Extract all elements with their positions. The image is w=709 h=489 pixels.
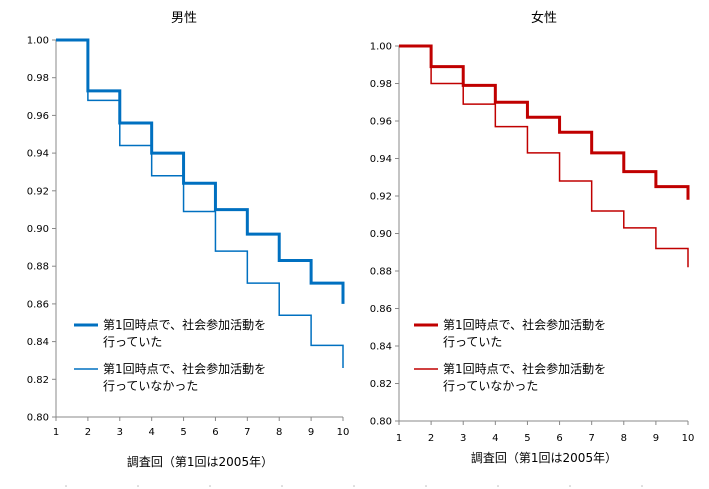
x-tick-label: 5 [524, 433, 530, 444]
x-tick-label: 9 [308, 427, 314, 438]
y-tick-label: 0.94 [370, 154, 392, 165]
footer-dot [641, 485, 643, 487]
footer-dot [65, 485, 67, 487]
series-line-not-participated [399, 45, 689, 268]
legend-label: 第1回時点で、社会参加活動を [103, 317, 266, 332]
series-line-not-participated [56, 39, 344, 368]
x-tick-label: 6 [212, 427, 218, 438]
series-line-participated [56, 38, 345, 304]
footer-dot [569, 485, 571, 487]
footer-dot [425, 485, 427, 487]
x-tick-label: 3 [460, 433, 466, 444]
legend-label: 第1回時点で、社会参加活動を [443, 317, 606, 332]
y-tick-label: 0.96 [370, 117, 392, 128]
x-tick-label: 3 [117, 427, 123, 438]
y-tick-label: 0.84 [370, 342, 392, 353]
y-tick-label: 0.82 [27, 375, 49, 386]
y-tick-label: 0.92 [370, 192, 392, 203]
chart-title: 女性 [531, 10, 557, 26]
x-tick-label: 7 [588, 433, 594, 444]
chart-panel-female: 女性 調査回（第1回は2005年） 0.80 0.82 0.84 0.86 0.88 0.… [370, 10, 695, 465]
y-tick-label: 0.90 [27, 224, 49, 235]
y-tick-label: 0.96 [27, 111, 49, 122]
x-tick-label: 8 [276, 427, 282, 438]
x-tick-label: 4 [148, 427, 154, 438]
legend-label: 第1回時点で、社会参加活動を [103, 361, 266, 376]
y-tick-label: 0.90 [370, 229, 392, 240]
x-tick-label: 9 [653, 433, 659, 444]
x-tick-label: 10 [682, 433, 695, 444]
x-tick-label: 4 [492, 433, 498, 444]
y-tick-label: 0.86 [370, 304, 392, 315]
footer-dots [65, 485, 643, 487]
x-tick-label: 8 [621, 433, 627, 444]
legend-label: 行っていなかった [103, 379, 198, 393]
x-tick-label: 10 [337, 427, 350, 438]
footer-dot [281, 485, 283, 487]
y-tick-label: 1.00 [370, 42, 392, 53]
x-tick-label: 1 [53, 427, 59, 438]
x-tick-label: 2 [428, 433, 434, 444]
y-tick-label: 0.94 [27, 149, 49, 160]
legend-label: 行っていた [103, 335, 162, 349]
footer-dot [353, 485, 355, 487]
y-tick-label: 0.86 [27, 299, 49, 310]
x-axis-label: 調査回（第1回は2005年） [127, 455, 273, 469]
x-tick-label: 7 [244, 427, 250, 438]
legend-label: 行っていなかった [443, 379, 538, 393]
y-tick-label: 0.80 [370, 417, 392, 428]
footer-dot [497, 485, 499, 487]
x-tick-label: 2 [85, 427, 91, 438]
y-tick-label: 0.92 [27, 186, 49, 197]
series-line-participated [399, 44, 690, 200]
legend-label: 行っていた [443, 335, 502, 349]
y-tick-label: 0.98 [27, 73, 49, 84]
chart-panel-male: 男性 調査回（第1回は2005年） 0.80 0.82 0.84 0.86 0.88 0.… [27, 11, 350, 469]
y-tick-label: 0.98 [370, 79, 392, 90]
y-tick-label: 0.88 [27, 262, 49, 273]
y-tick-label: 0.80 [27, 413, 49, 424]
y-tick-label: 0.84 [27, 337, 49, 348]
y-tick-label: 0.82 [370, 379, 392, 390]
footer-dot [209, 485, 211, 487]
x-axis-label: 調査回（第1回は2005年） [471, 451, 617, 465]
x-tick-label: 5 [180, 427, 186, 438]
footer-dot [137, 485, 139, 487]
chart-title: 男性 [171, 11, 197, 26]
legend-label: 第1回時点で、社会参加活動を [443, 361, 606, 376]
x-tick-label: 1 [396, 433, 402, 444]
y-tick-label: 1.00 [27, 36, 49, 47]
y-tick-label: 0.88 [370, 267, 392, 278]
x-tick-label: 6 [556, 433, 562, 444]
